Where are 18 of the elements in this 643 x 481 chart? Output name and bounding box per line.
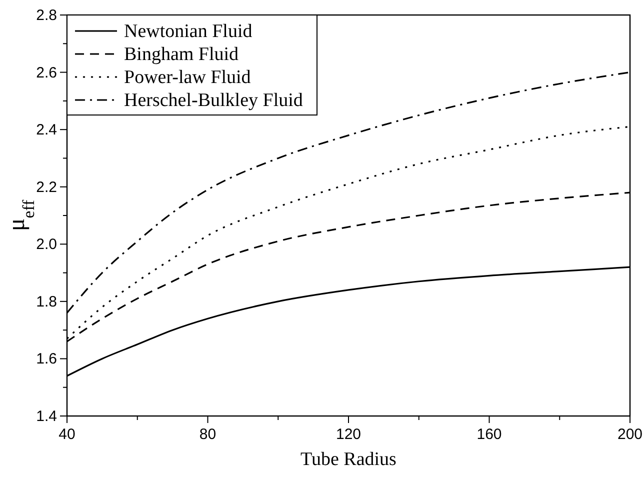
legend-label: Herschel-Bulkley Fluid	[124, 90, 304, 111]
y-tick-label: 2.4	[36, 122, 57, 139]
x-tick-label: 200	[617, 426, 643, 443]
y-tick-label: 2.2	[36, 178, 57, 196]
y-tick-label: 2.0	[36, 236, 57, 254]
y-tick-label: 1.4	[36, 408, 57, 425]
y-tick-label: 2.8	[36, 7, 57, 24]
x-tick-label: 120	[336, 426, 362, 443]
x-tick-label: 40	[58, 426, 76, 443]
legend-label: Newtonian Fluid	[124, 21, 253, 42]
legend-label: Power-law Fluid	[124, 67, 252, 88]
x-tick-label: 160	[476, 426, 502, 443]
x-tick-label: 80	[199, 426, 216, 443]
x-axis-title: Tube Radius	[300, 449, 396, 470]
legend-label: Bingham Fluid	[124, 44, 240, 65]
y-tick-label: 2.6	[36, 64, 57, 82]
y-tick-label: 1.6	[36, 350, 57, 368]
y-tick-label: 1.8	[36, 293, 57, 310]
